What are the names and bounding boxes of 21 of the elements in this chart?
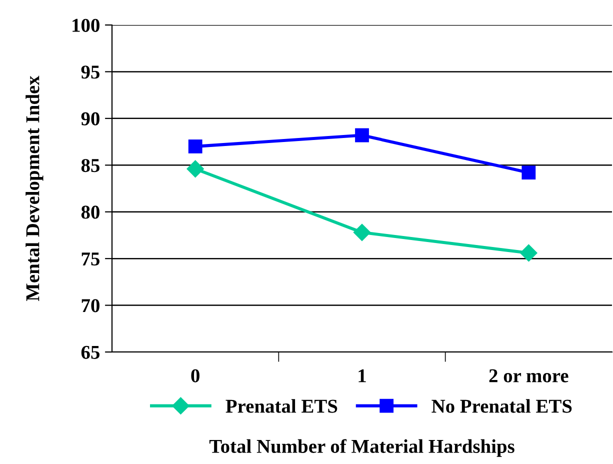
y-axis-title: Mental Development Index [26,76,44,302]
y-tick-label: 85 [81,158,100,172]
x-tick-label: 2 or more [489,369,568,382]
y-tick-label: 65 [81,346,100,359]
point [355,128,369,142]
point [522,166,536,180]
legend-label: No Prenatal ETS [432,399,572,413]
point [186,160,204,178]
y-tick-label: 100 [72,18,100,32]
x-axis-title: Total Number of Material Hardships [209,439,514,457]
legend-label: Prenatal ETS [226,399,338,413]
y-tick-label: 75 [82,252,100,266]
x-tick-label: 1 [358,369,366,382]
point [353,224,371,241]
point [520,244,538,262]
y-tick-label: 90 [81,112,100,126]
point [188,140,202,154]
y-tick-label: 95 [81,66,100,79]
y-tick-label: 80 [81,206,100,219]
y-tick-label: 70 [82,299,100,312]
x-tick-label: 0 [191,369,200,382]
